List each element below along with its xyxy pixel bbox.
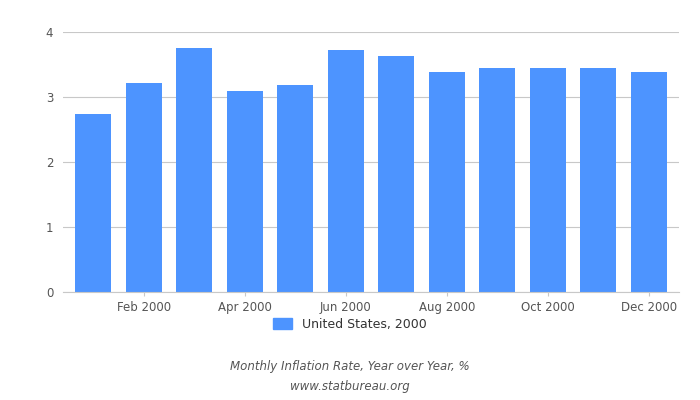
Bar: [176, 48, 213, 292]
Bar: [378, 56, 414, 292]
Bar: [75, 114, 111, 292]
Bar: [227, 90, 263, 292]
Bar: [277, 85, 314, 292]
Legend: United States, 2000: United States, 2000: [268, 313, 432, 336]
Bar: [328, 50, 364, 292]
Text: Monthly Inflation Rate, Year over Year, %: Monthly Inflation Rate, Year over Year, …: [230, 360, 470, 373]
Bar: [479, 68, 515, 292]
Bar: [580, 68, 617, 292]
Bar: [428, 72, 465, 292]
Bar: [631, 72, 667, 292]
Bar: [529, 68, 566, 292]
Text: www.statbureau.org: www.statbureau.org: [290, 380, 410, 393]
Bar: [125, 83, 162, 292]
